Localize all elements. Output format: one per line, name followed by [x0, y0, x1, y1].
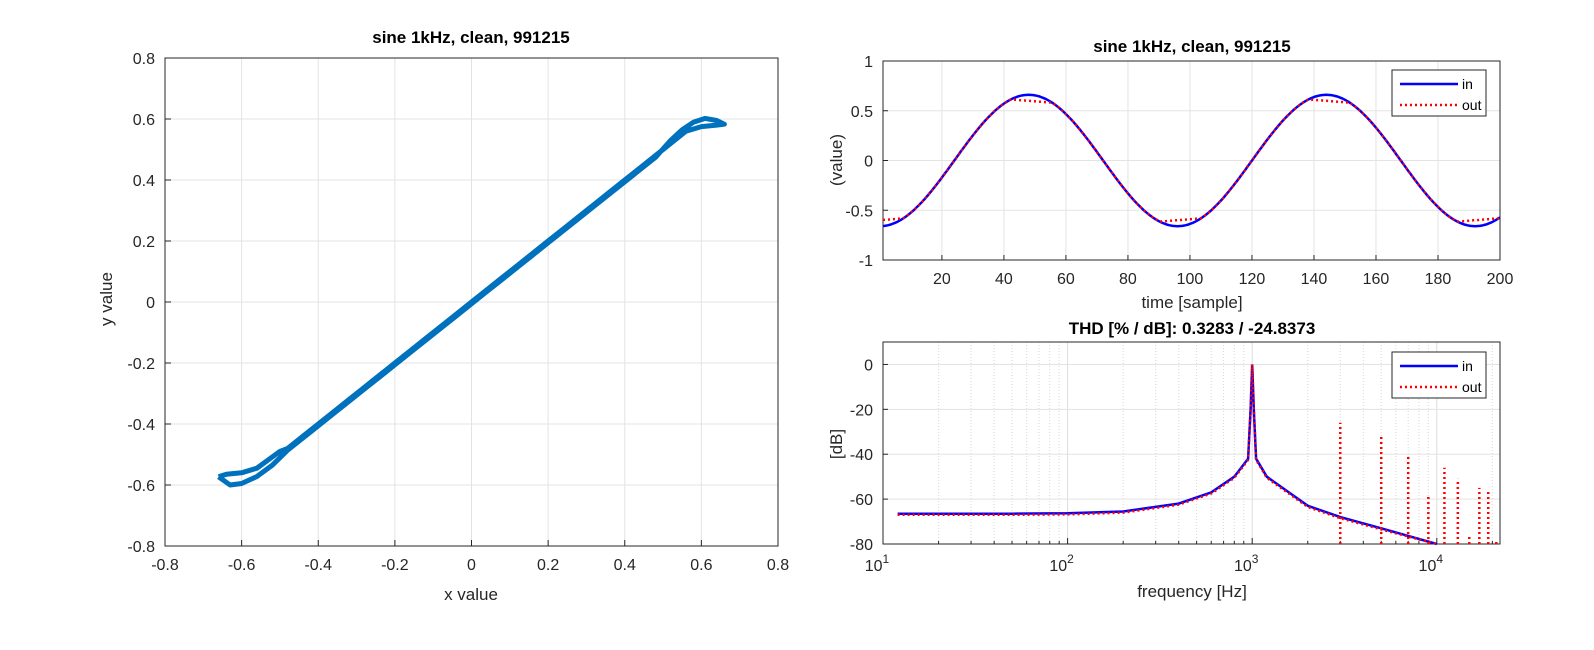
spectrum-tick-label-y: -80 [850, 537, 873, 554]
xy-plot-frame [164, 57, 779, 547]
time-tick-label-y: 0.5 [851, 104, 873, 121]
spectrum-plot-ylabel: [dB] [827, 429, 846, 459]
time-tick-label-y: 0 [864, 154, 873, 171]
spectrum-legend-out-label: out [1462, 379, 1482, 395]
spectrum-tick-label-y: -40 [850, 447, 873, 464]
xy-tick-label-x: -0.4 [304, 557, 332, 574]
spectrum-tick-base: 10 [865, 558, 883, 575]
spectrum-tick-exponent: 2 [1067, 552, 1074, 566]
xy-tick-label-y: 0.8 [133, 51, 155, 68]
xy-trace-line [217, 115, 727, 488]
spectrum-tick-label-x: 104 [1419, 552, 1444, 575]
time-tick-label-x: 140 [1301, 271, 1328, 288]
time-tick-label-x: 200 [1487, 271, 1514, 288]
spectrum-legend-in-label: in [1462, 358, 1473, 374]
spectrum-tick-label-y: 0 [864, 357, 873, 374]
spectrum-tick-label-x: 103 [1234, 552, 1259, 575]
spectrum-tick-base: 10 [1419, 558, 1437, 575]
time-plot-ylabel: (value) [827, 134, 846, 186]
xy-plot-title: sine 1kHz, clean, 991215 [372, 28, 570, 47]
spectrum-series-out-line [897, 364, 1438, 546]
spectrum-tick-label-y: -20 [850, 402, 873, 419]
spectrum-tick-base: 10 [1234, 558, 1252, 575]
time-tick-label-x: 160 [1363, 271, 1390, 288]
xy-tick-label-y: -0.2 [127, 356, 155, 373]
spectrum-tick-exponent: 3 [1252, 552, 1259, 566]
time-tick-label-x: 180 [1425, 271, 1452, 288]
xy-tick-label-x: 0.6 [690, 557, 712, 574]
spectrum-tick-label-y: -60 [850, 492, 873, 509]
spectrum-tick-base: 10 [1049, 558, 1067, 575]
time-tick-label-x: 60 [1057, 271, 1075, 288]
xy-tick-label-y: 0.6 [133, 112, 155, 129]
time-plot-title: sine 1kHz, clean, 991215 [1093, 37, 1291, 56]
xy-plot-panel: sine 1kHz, clean, 991215 x value y value… [97, 28, 789, 604]
xy-tick-label-x: -0.6 [228, 557, 256, 574]
time-plot-xlabel: time [sample] [1141, 293, 1242, 312]
xy-tick-label-x: -0.8 [151, 557, 179, 574]
time-legend-out-label: out [1462, 97, 1482, 113]
spectrum-plot-panel: THD [% / dB]: 0.3283 / -24.8373 frequenc… [827, 319, 1501, 601]
time-tick-label-x: 40 [995, 271, 1013, 288]
xy-tick-label-y: 0 [146, 295, 155, 312]
spectrum-plot-title: THD [% / dB]: 0.3283 / -24.8373 [1069, 319, 1316, 338]
time-tick-label-y: 1 [864, 54, 873, 71]
time-tick-label-y: -0.5 [845, 203, 873, 220]
xy-plot-xlabel: x value [444, 585, 498, 604]
time-tick-label-x: 80 [1119, 271, 1137, 288]
spectrum-legend-box [1391, 351, 1487, 399]
xy-tick-label-y: 0.4 [133, 173, 155, 190]
xy-tick-label-x: -0.2 [381, 557, 409, 574]
time-tick-label-x: 100 [1177, 271, 1204, 288]
time-plot-frame [882, 60, 1501, 261]
time-plot-panel: sine 1kHz, clean, 991215 time [sample] (… [827, 37, 1513, 312]
time-tick-label-x: 20 [933, 271, 951, 288]
spectrum-tick-label-x: 102 [1049, 552, 1074, 575]
xy-plot-ylabel: y value [97, 272, 116, 326]
spectrum-tick-label-x: 101 [865, 552, 890, 575]
xy-tick-label-x: 0.8 [767, 557, 789, 574]
xy-tick-label-y: 0.2 [133, 234, 155, 251]
time-legend-in-label: in [1462, 76, 1473, 92]
xy-tick-label-y: -0.6 [127, 478, 155, 495]
spectrum-tick-exponent: 4 [1436, 552, 1443, 566]
spectrum-tick-exponent: 1 [883, 552, 890, 566]
xy-tick-label-y: -0.8 [127, 539, 155, 556]
time-tick-label-x: 120 [1239, 271, 1266, 288]
time-tick-label-y: -1 [859, 253, 873, 270]
spectrum-plot-xlabel: frequency [Hz] [1137, 582, 1247, 601]
xy-tick-label-y: -0.4 [127, 417, 155, 434]
xy-tick-label-x: 0.2 [537, 557, 559, 574]
xy-tick-label-x: 0 [467, 557, 476, 574]
spectrum-plot-frame [882, 341, 1501, 545]
time-legend-box [1391, 69, 1487, 117]
xy-tick-label-x: 0.4 [614, 557, 636, 574]
time-series-out-line [882, 98, 1501, 223]
